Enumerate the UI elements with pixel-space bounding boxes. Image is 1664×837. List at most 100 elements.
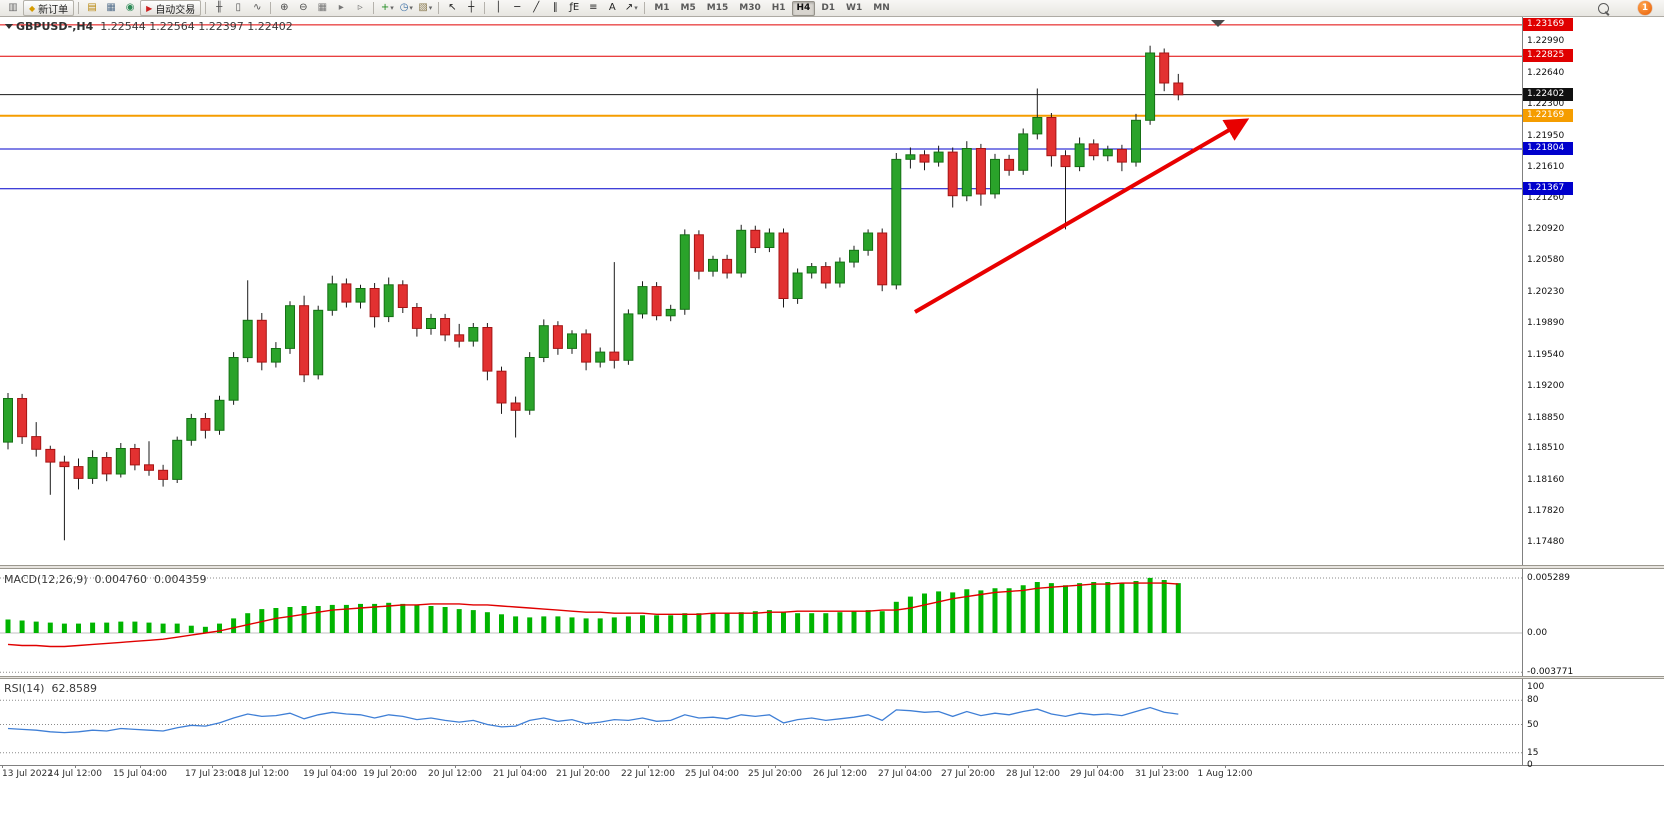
panel-divider-rsi[interactable] [0,676,1664,679]
vertical-line-icon[interactable]: │ [495,2,502,13]
candle-down [510,402,521,411]
candle-down [693,234,704,272]
candle-down [1159,52,1170,84]
candle-up [468,327,479,342]
horizontal-line-icon[interactable]: ─ [514,2,521,13]
toolbar-separator [78,2,80,14]
candle-down [947,151,958,197]
zoom-in-icon[interactable]: ⊕ [280,2,289,13]
panel-divider-macd[interactable] [0,565,1664,569]
timeframe-H1[interactable]: H1 [771,2,786,13]
arrows-icon[interactable]: ↗ ▾ [624,2,638,13]
chart-shift-marker-icon[interactable] [1211,20,1225,27]
time-axis-tick [905,765,906,768]
time-axis-tick [140,765,141,768]
rsi-panel-svg[interactable] [0,680,1522,765]
price-level-tag: 1.22402 [1523,87,1573,101]
candle-down [200,418,211,431]
macd-panel-svg[interactable] [0,570,1522,676]
bar-chart-icon[interactable]: ╫ [216,2,223,13]
rsi-name: RSI(14) [4,682,45,695]
text-icon[interactable]: A [608,2,616,13]
price-tick-label: 1.18850 [1527,412,1565,423]
candle-up [764,232,775,248]
chart-ohlc-values: 1.22544 1.22564 1.22397 1.22402 [100,20,293,33]
candle-up [186,418,197,441]
toolbar-separator [484,2,486,14]
price-scale-border [1522,17,1523,765]
toolbar-separator [205,2,207,14]
time-axis-label: 27 Jul 04:00 [878,769,932,779]
timeframe-M5[interactable]: M5 [680,2,696,13]
terminal-icon[interactable]: ▥ [8,2,18,13]
candle-up [595,351,606,363]
notification-badge[interactable]: 1 [1638,1,1652,15]
chart-shift-icon[interactable]: ▹ [357,2,363,13]
candlestick-chart-icon[interactable]: ▯ [235,2,242,13]
time-axis-tick [330,765,331,768]
tile-windows-icon[interactable]: ▦ [317,2,328,13]
price-tick-label: 1.17480 [1527,537,1565,548]
crosshair-icon[interactable]: ┼ [468,2,475,13]
trendline-icon[interactable]: ╱ [533,2,540,13]
timeframe-M1[interactable]: M1 [654,2,670,13]
one-click-trading-icon[interactable] [5,24,13,29]
market-watch-icon[interactable]: ▦ [106,2,116,13]
candle-down [101,457,112,475]
candle-up [1131,119,1141,163]
price-level-tag: 1.21367 [1523,181,1573,195]
chevron-down-icon: ▾ [634,4,638,12]
trend-arrow[interactable] [913,118,1250,314]
timeframe-D1[interactable]: D1 [821,2,836,13]
timeframe-M30[interactable]: M30 [739,2,761,13]
candle-down [59,461,70,468]
time-axis-tick [390,765,391,768]
time-axis-label: 17 Jul 23:00 [185,769,239,779]
time-axis-tick [775,765,776,768]
candle-up [834,261,845,284]
zoom-out-icon[interactable]: ⊖ [299,2,308,13]
candle-up [285,305,295,349]
price-scale[interactable]: 1.22990 1.22640 1.22300 1.21950 1.21610 1.212… [1522,0,1664,784]
candle-up [891,158,902,286]
candle-up [87,457,98,479]
rsi-line [7,706,1179,734]
timeframe-MN[interactable]: MN [873,2,890,13]
toolbar-separator [373,2,375,14]
macd-signal-line [7,582,1179,648]
price-level-tag: 1.21804 [1523,142,1573,155]
time-axis-label: 21 Jul 04:00 [493,769,547,779]
chart-title: GBPUSD-,H4 1.22544 1.22564 1.22397 1.224… [5,20,293,33]
auto-trading-button[interactable]: ▶ 自动交易 [140,0,202,16]
main-chart-svg[interactable] [0,17,1522,565]
cursor-icon[interactable]: ↖ [448,2,457,13]
fibonacci-icon[interactable]: ƒE [569,2,580,13]
price-tick-label: 1.20920 [1527,224,1565,235]
auto-scroll-icon[interactable]: ▸ [338,2,344,13]
candle-up [961,148,972,197]
new-order-button[interactable]: ◆ 新订单 [23,0,75,16]
toolbar-right-group: 1 [1594,0,1660,16]
search-icon[interactable] [1594,0,1612,16]
time-axis[interactable]: 13 Jul 2022 14 Jul 12:00 15 Jul 04:00 17 Ju… [0,765,1522,784]
price-tick-label: 1.19200 [1527,380,1565,391]
line-chart-icon[interactable]: ∿ [253,2,262,13]
navigator-icon[interactable]: ◉ [125,2,135,13]
macd-tick-label: 0.005289 [1527,572,1570,583]
channel-icon[interactable]: ∥ [552,2,558,13]
periods-icon[interactable]: ◷ ▾ [399,2,413,13]
timeframe-W1[interactable]: W1 [846,2,863,13]
time-axis-label: 22 Jul 12:00 [621,769,675,779]
templates-icon[interactable]: ▧ ▾ [418,2,433,13]
candle-up [1102,148,1113,157]
time-axis-tick [520,765,521,768]
timeframe-M15[interactable]: M15 [706,2,729,13]
timeframe-H4[interactable]: H4 [791,0,816,16]
auto-trading-icon: ▶ [146,3,153,13]
indicators-icon[interactable]: + ▾ [380,2,394,13]
candle-up [524,357,535,411]
shapes-icon[interactable]: ≡ [589,2,598,13]
charts-icon[interactable]: ▤ [87,2,97,13]
